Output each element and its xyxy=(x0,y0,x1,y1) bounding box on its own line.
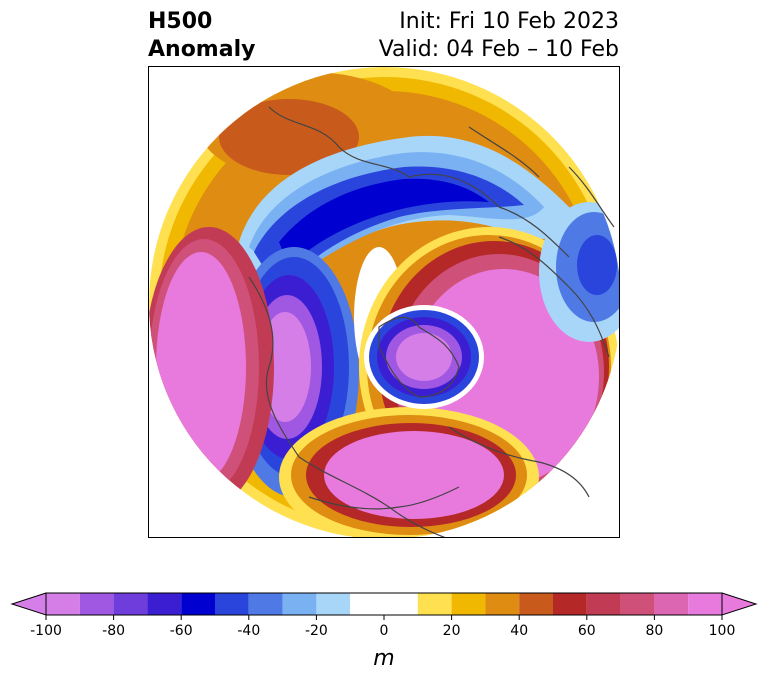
colorbar-tick-label: -100 xyxy=(30,623,62,639)
init-date: Init: Fri 10 Feb 2023 xyxy=(399,9,619,34)
colorbar-tick-label: -80 xyxy=(102,623,125,639)
colorbar-segment xyxy=(113,593,148,615)
colorbar-tick-label: -60 xyxy=(170,623,193,639)
colorbar-segment xyxy=(147,593,182,615)
plot-dates: Init: Fri 10 Feb 2023 Valid: 04 Feb – 10… xyxy=(379,8,619,64)
colorbar: -100 -80 -60 -40 -20 0 20 40 60 80 100 xyxy=(0,580,768,684)
colorbar-segment xyxy=(451,593,486,615)
colorbar-segment xyxy=(553,593,587,615)
anomaly-contour xyxy=(396,333,452,381)
colorbar-segment xyxy=(46,593,80,615)
coastlines xyxy=(248,106,615,537)
colorbar-segment xyxy=(417,593,452,615)
colorbar-segment xyxy=(79,593,114,615)
colorbar-segment xyxy=(620,593,655,615)
title-variable: H500 xyxy=(148,9,213,34)
colorbar-extend-max xyxy=(721,592,758,616)
colorbar-extend-min xyxy=(10,592,47,616)
anomaly-contour xyxy=(279,178,489,267)
colorbar-segment xyxy=(519,593,553,615)
colorbar-tick-label: -20 xyxy=(305,623,328,639)
anomaly-contour xyxy=(219,99,359,175)
colorbar-tick-label: 40 xyxy=(510,623,528,639)
colorbar-tick-label: -40 xyxy=(237,623,260,639)
anomaly-map xyxy=(148,66,620,538)
colorbar-tick-label: 0 xyxy=(380,623,389,639)
colorbar-tick-label: 80 xyxy=(645,623,663,639)
colorbar-segment xyxy=(688,593,722,615)
plot-title: H500 Anomaly xyxy=(148,8,255,64)
title-field: Anomaly xyxy=(148,37,256,62)
colorbar-segment xyxy=(215,593,249,615)
colorbar-segment xyxy=(586,593,621,615)
colorbar-segment xyxy=(316,593,351,615)
colorbar-segment xyxy=(181,593,215,615)
anomaly-field xyxy=(149,67,619,537)
anomaly-contour xyxy=(324,431,504,519)
colorbar-units: m xyxy=(373,646,395,671)
valid-range: Valid: 04 Feb – 10 Feb xyxy=(378,37,619,62)
colorbar-tick-label: 100 xyxy=(709,623,736,639)
anomaly-contour xyxy=(577,235,617,295)
colorbar-segment xyxy=(248,593,283,615)
anomaly-contour xyxy=(156,252,246,482)
colorbar-segment xyxy=(350,593,418,615)
colorbar-segment xyxy=(282,593,317,615)
map-canvas xyxy=(149,67,619,537)
colorbar-segment xyxy=(654,593,689,615)
colorbar-tick-label: 60 xyxy=(578,623,596,639)
colorbar-tick-label: 20 xyxy=(443,623,461,639)
colorbar-graphic: -100 -80 -60 -40 -20 0 20 40 60 80 100 xyxy=(10,592,758,639)
colorbar-segment xyxy=(485,593,520,615)
